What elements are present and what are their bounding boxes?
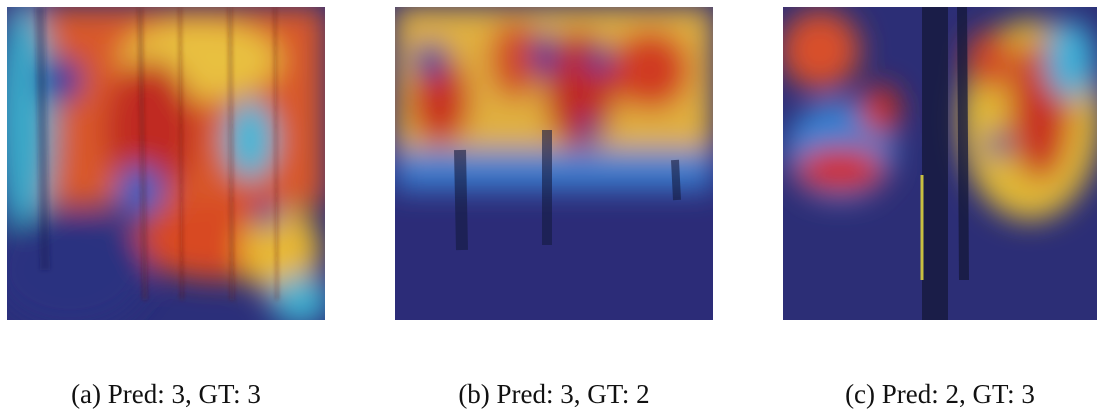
heatmap-b — [395, 7, 713, 320]
caption: (b) Pred: 3, GT: 2 — [458, 379, 649, 409]
caption: (a) Pred: 3, GT: 3 — [71, 379, 261, 409]
heatmap-a — [0, 0, 330, 330]
caption: (c) Pred: 2, GT: 3 — [845, 379, 1035, 409]
figure: (a) Pred: 3, GT: 3 (b) Pred: 3, GT: 2 (c… — [0, 0, 1099, 420]
heatmap-c — [780, 7, 1099, 320]
